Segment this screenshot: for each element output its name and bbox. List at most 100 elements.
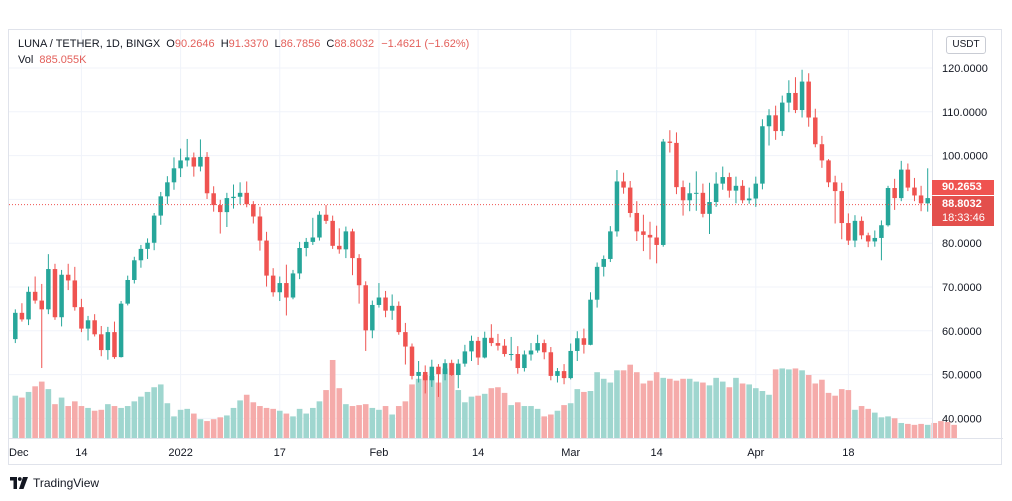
candle-body xyxy=(925,198,930,204)
volume-bar xyxy=(455,390,462,438)
chart-svg[interactable]: 120.0000110.0000100.000090.000080.000070… xyxy=(9,30,1003,466)
candle-body xyxy=(601,258,606,267)
candle-body xyxy=(290,273,296,298)
candle-body xyxy=(436,366,441,375)
volume-bar xyxy=(495,387,501,438)
volume-bar xyxy=(118,407,124,438)
candle-body xyxy=(555,371,560,376)
candle-body xyxy=(786,92,792,103)
candle-body xyxy=(588,299,593,345)
volume-bar xyxy=(124,406,131,438)
candle-body xyxy=(594,266,600,300)
candle-body xyxy=(660,141,666,245)
volume-bar xyxy=(177,409,184,438)
volume-bar xyxy=(719,381,726,438)
candle-body xyxy=(879,225,884,238)
volume-bar xyxy=(296,408,303,438)
volume-bar xyxy=(283,413,290,438)
candle-body xyxy=(422,371,428,381)
volume-bar xyxy=(567,403,574,438)
volume-bar xyxy=(501,392,508,438)
symbol-label[interactable]: LUNA / TETHER, 1D, BINGX xyxy=(18,38,161,50)
candle-body xyxy=(832,182,838,192)
candle-body xyxy=(872,237,878,242)
volume-bar xyxy=(349,406,356,438)
volume-bar xyxy=(369,407,376,438)
footer[interactable]: TradingView xyxy=(10,473,99,493)
volume-bar xyxy=(508,405,514,438)
volume-bar xyxy=(237,400,243,438)
candle-body xyxy=(647,234,653,238)
volume-bar xyxy=(191,413,197,438)
candle-body xyxy=(92,320,97,335)
volume-bar xyxy=(98,409,105,438)
candle-body xyxy=(39,300,44,310)
volume-bar xyxy=(171,416,177,438)
price-tick-label: 110.0000 xyxy=(942,107,987,119)
candle-body xyxy=(568,350,573,379)
date-tick-label: 17 xyxy=(274,447,286,459)
candle-body xyxy=(376,297,382,305)
volume-bar xyxy=(799,370,805,438)
volume-bar xyxy=(415,378,422,438)
candle-body xyxy=(799,81,805,111)
date-tick-label: 14 xyxy=(650,447,662,459)
volume-bar xyxy=(871,412,878,438)
date-tick-label: 14 xyxy=(472,447,484,459)
volume-bar xyxy=(442,368,448,438)
candle-body xyxy=(918,195,924,204)
volume-bar xyxy=(812,383,819,438)
candle-body xyxy=(846,223,851,241)
candle-body xyxy=(231,196,236,199)
candle-body xyxy=(244,192,249,205)
volume-bar xyxy=(706,385,713,438)
volume-bar xyxy=(462,402,468,438)
candle-body xyxy=(442,363,448,375)
candle-body xyxy=(171,168,177,183)
volume-bar xyxy=(144,391,151,438)
candle-body xyxy=(694,192,699,194)
candle-body xyxy=(746,198,752,201)
candle-body xyxy=(535,343,540,351)
volume-bar xyxy=(600,378,607,438)
candle-body xyxy=(323,214,329,221)
candle-body xyxy=(396,305,402,333)
open-value: 90.2646 xyxy=(174,38,215,50)
candle-body xyxy=(581,338,587,345)
candle-body xyxy=(138,248,144,261)
volume-bar xyxy=(640,383,647,438)
high-value: 91.3370 xyxy=(228,38,269,50)
volume-bar xyxy=(905,423,911,438)
volume-bar xyxy=(951,424,957,438)
close-value: 88.8032 xyxy=(334,38,375,50)
volume-bar xyxy=(733,377,739,438)
candle-body xyxy=(277,283,283,293)
candle-body xyxy=(700,192,706,214)
candle-body xyxy=(899,169,904,199)
candle-body xyxy=(462,351,468,364)
date-tick-label: Feb xyxy=(369,447,388,459)
candle-body xyxy=(766,115,772,127)
volume-bar xyxy=(766,394,772,438)
candle-body xyxy=(495,343,501,346)
candle-body xyxy=(19,312,25,320)
candle-body xyxy=(793,92,798,111)
volume-bar xyxy=(759,391,766,438)
volume-bar xyxy=(581,391,587,438)
candle-body xyxy=(151,215,157,243)
open-price-tag: 90.2653 xyxy=(932,180,994,195)
volume-bar xyxy=(746,384,752,438)
candle-body xyxy=(892,188,897,199)
currency-button[interactable]: USDT xyxy=(946,36,986,54)
volume-bar xyxy=(667,378,673,438)
candle-body xyxy=(634,212,640,232)
volume-bar xyxy=(825,392,832,438)
candle-body xyxy=(26,291,31,320)
volume-bar xyxy=(647,380,653,438)
candle-body xyxy=(859,220,864,236)
candle-body xyxy=(839,191,844,224)
volume-bar xyxy=(303,413,310,438)
volume-bar xyxy=(541,416,548,438)
candle-body xyxy=(813,117,818,145)
volume-bar xyxy=(65,406,72,438)
